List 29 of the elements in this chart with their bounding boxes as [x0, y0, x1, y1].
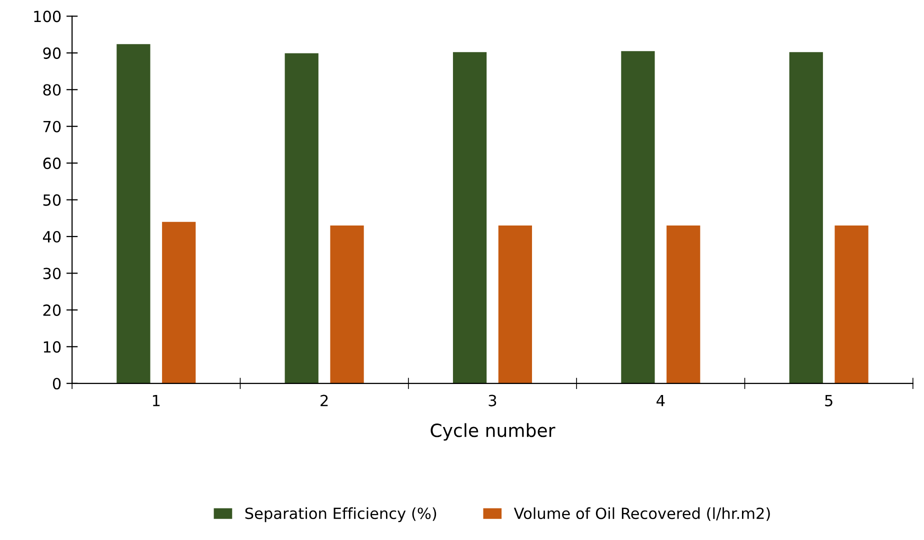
y-tick-label: 80 [43, 84, 61, 96]
legend-label: Volume of Oil Recovered (l/hr.m2) [514, 507, 770, 521]
bar [284, 53, 318, 384]
x-tick-label: 4 [656, 394, 665, 406]
bar [452, 52, 487, 384]
y-tick-label: 40 [42, 230, 61, 243]
bar [666, 226, 700, 384]
y-tick-label: 60 [43, 158, 61, 170]
y-tick-label: 90 [43, 47, 61, 59]
x-tick-label: 2 [320, 394, 328, 406]
y-tick-label: 20 [43, 304, 61, 316]
bar [498, 226, 532, 384]
bar [330, 226, 364, 384]
bar [834, 226, 868, 384]
x-tick-label: 1 [152, 394, 160, 406]
y-tick-label: 0 [52, 378, 61, 390]
y-tick-label: 50 [43, 194, 61, 206]
bar [621, 51, 655, 384]
legend-label: Separation Efficiency (%) [245, 507, 436, 522]
x-tick-label: 5 [825, 394, 832, 406]
y-tick-label: 100 [34, 10, 61, 22]
bar [789, 52, 823, 384]
y-tick-label: 10 [44, 341, 61, 353]
y-tick-label: 70 [43, 120, 61, 132]
x-tick-label: 3 [488, 394, 496, 406]
bar [162, 222, 196, 384]
bar [116, 44, 150, 384]
y-tick-label: 30 [43, 268, 61, 280]
x-axis-title: Cycle number [430, 423, 556, 441]
